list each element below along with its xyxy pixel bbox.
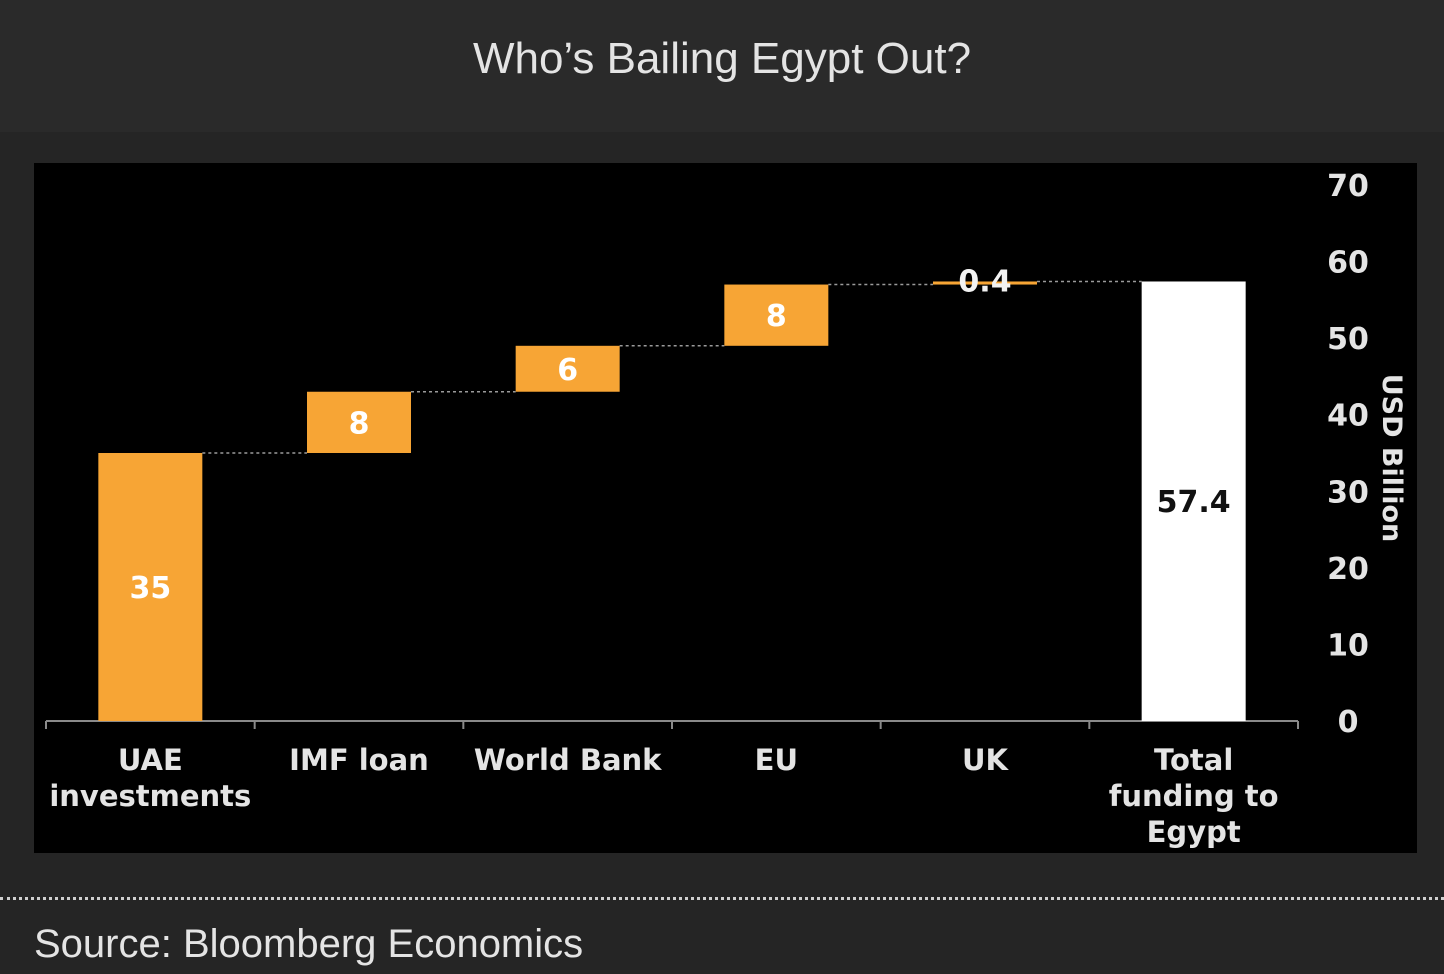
chart-panel: 0 10 20 30 40 50 60 70 USD Billion 35 8 6 8 0.4 57.4 UA…: [34, 163, 1417, 853]
data-label: 6: [557, 353, 578, 388]
waterfall-chart: 0 10 20 30 40 50 60 70 USD Billion 35 8 6 8 0.4 57.4 UA…: [45, 169, 1407, 849]
bar: [1141, 281, 1246, 721]
bar: [724, 284, 829, 346]
y-tick-label: 40: [1327, 399, 1369, 434]
bar: [98, 453, 203, 721]
source-note: Source: Bloomberg Economics: [34, 922, 584, 966]
data-label: 8: [766, 299, 787, 334]
x-tick-label: funding to: [1109, 779, 1279, 813]
divider: [0, 897, 1444, 900]
y-tick-label: 10: [1327, 628, 1369, 663]
bar: [515, 345, 620, 392]
y-tick-label: 0: [1338, 705, 1359, 740]
y-tick-label: 30: [1327, 475, 1369, 510]
x-tick-label: Egypt: [1147, 815, 1241, 849]
x-tick-label: Total: [1154, 743, 1233, 777]
chart-title: Who’s Bailing Egypt Out?: [472, 34, 972, 83]
y-tick-label: 50: [1327, 322, 1369, 357]
x-tick-label: World Bank: [474, 743, 662, 777]
y-tick-label: 60: [1327, 246, 1369, 281]
bar: [933, 281, 1037, 285]
data-label: 0.4: [958, 264, 1011, 299]
data-label: 8: [349, 406, 370, 441]
bar: [307, 391, 411, 453]
y-tick-label: 70: [1327, 169, 1369, 204]
title-bar: [0, 0, 1444, 132]
x-tick-label: investments: [49, 779, 251, 813]
data-label: 57.4: [1157, 485, 1231, 520]
data-label: 35: [129, 571, 171, 606]
x-tick-label: UK: [962, 743, 1010, 777]
x-tick-label: IMF loan: [289, 743, 429, 777]
y-axis-label: USD Billion: [1376, 374, 1407, 543]
x-tick-label: UAE: [118, 743, 183, 777]
x-tick-label: EU: [755, 743, 798, 777]
y-tick-label: 20: [1327, 552, 1369, 587]
